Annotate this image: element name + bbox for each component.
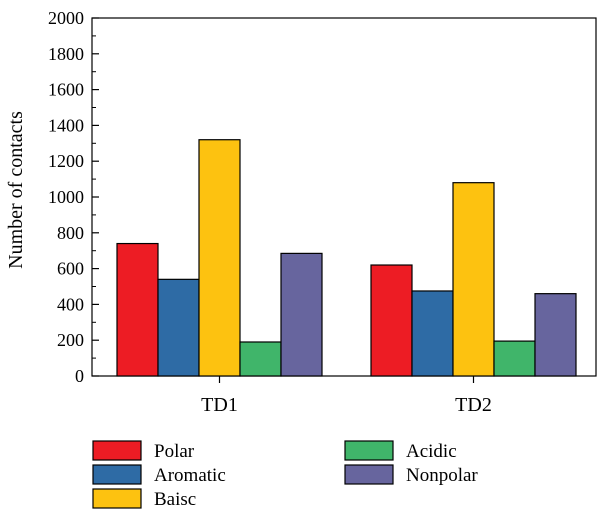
bar-nonpolar-td2 [534,293,577,377]
bar-aromatic-td2 [411,290,454,377]
y-axis-title: Number of contacts [5,111,27,269]
y-tick-label: 2000 [48,8,84,28]
bar-baisc-td1 [198,139,241,377]
bar-acidic-td1 [239,341,282,377]
y-tick-label: 1000 [48,187,84,207]
legend-label-nonpolar: Nonpolar [406,465,478,486]
y-tick-label: 600 [57,259,84,279]
legend-label-acidic: Acidic [406,441,457,462]
legend-swatch-aromatic [92,464,142,485]
bar-baisc-td2 [452,182,495,377]
bar-polar-td2 [370,264,413,377]
y-tick-label: 400 [57,294,84,314]
bar-acidic-td2 [493,340,536,377]
legend-swatch-baisc [92,488,142,509]
y-tick-label: 800 [57,223,84,243]
y-tick-label: 1600 [48,80,84,100]
legend-label-aromatic: Aromatic [154,465,226,486]
y-tick-label: 1400 [48,115,84,135]
legend-swatch-acidic [344,440,394,461]
bar-nonpolar-td1 [280,252,323,377]
plot-area: 0 200 400 600 800 1000 1200 1400 1600 1800 2000 TD1… [48,8,597,416]
legend: Polar Aromatic Baisc Acidic Nonpolar [92,440,478,510]
legend-swatch-nonpolar [344,464,394,485]
y-tick-label: 1800 [48,44,84,64]
legend-label-polar: Polar [154,441,195,462]
legend-label-baisc: Baisc [154,489,196,510]
x-tick-label: TD1 [201,394,238,416]
y-tick-label: 1200 [48,151,84,171]
y-tick-label: 0 [75,366,84,386]
bar-polar-td1 [116,242,159,377]
legend-swatch-polar [92,440,142,461]
bar-aromatic-td1 [157,278,200,377]
x-tick-label: TD2 [455,394,492,416]
y-tick-label: 200 [57,330,84,350]
